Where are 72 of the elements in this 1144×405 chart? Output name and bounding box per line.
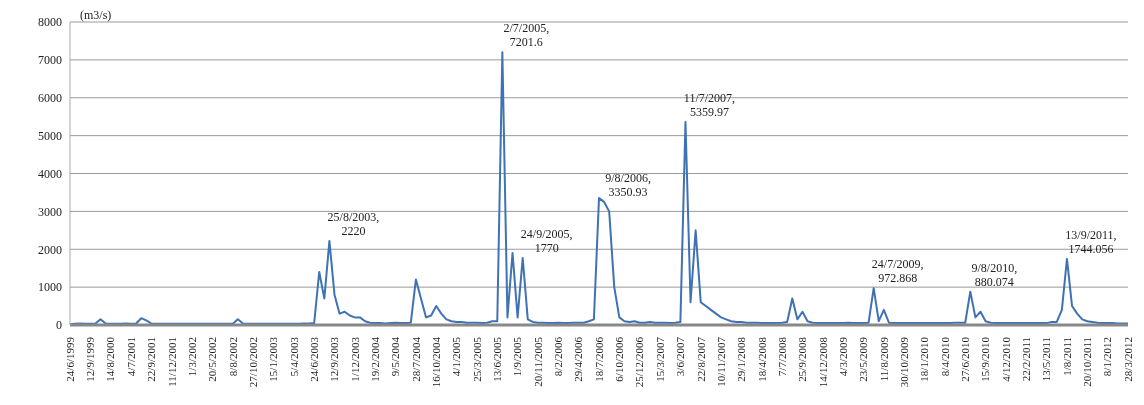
y-tick-label: 1000 <box>38 280 62 295</box>
y-tick-label: 2000 <box>38 242 62 257</box>
x-tick-label: 22/9/2001 <box>145 337 158 382</box>
x-tick-label: 10/11/2007 <box>714 336 727 387</box>
x-tick-label: 18/1/2010 <box>918 336 931 382</box>
x-tick-label: 29/4/2006 <box>572 336 585 382</box>
x-tick-label: 23/5/2009 <box>857 336 870 382</box>
data-label: 9/8/2010, 880.074 <box>971 260 1018 289</box>
y-tick-label: 8000 <box>38 15 62 30</box>
x-tick-label: 30/10/2009 <box>898 336 910 388</box>
x-tick-label: 11/12/2001 <box>165 337 178 387</box>
x-tick-label: 24/6/2003 <box>307 336 320 382</box>
x-tick-label: 25/9/2008 <box>796 336 809 382</box>
x-tick-label: 27/10/2002 <box>246 337 259 388</box>
x-tick-label: 20/10/2011 <box>1081 337 1094 387</box>
x-tick-label: 18/7/2006 <box>592 336 605 382</box>
data-label: 2/7/2005, 7201.6 <box>503 21 550 50</box>
x-tick-label: 18/4/2008 <box>755 336 768 382</box>
x-tick-label: 8/8/2002 <box>226 337 239 377</box>
x-tick-label: 11/8/2009 <box>877 336 890 382</box>
y-tick-label: 3000 <box>38 204 62 219</box>
x-tick-label: 13/6/2005 <box>491 336 504 382</box>
x-tick-label: 25/3/2005 <box>470 336 483 382</box>
x-tick-label: 15/9/2010 <box>979 336 992 382</box>
x-tick-label: 12/9/2003 <box>328 336 341 382</box>
x-tick-label: 1/12/2003 <box>348 336 361 382</box>
x-tick-label: 8/1/2012 <box>1101 337 1114 377</box>
data-label: 13/9/2011, 1744.056 <box>1065 227 1117 256</box>
x-tick-label: 4/3/2009 <box>836 336 849 377</box>
x-tick-label: 22/8/2007 <box>694 336 707 382</box>
x-tick-label: 22/2/2011 <box>1020 337 1033 382</box>
y-tick-label: 0 <box>56 318 62 333</box>
x-tick-label: 15/3/2007 <box>653 336 666 382</box>
x-tick-label: 7/7/2008 <box>775 336 788 377</box>
x-tick-label: 6/10/2006 <box>613 336 626 382</box>
y-tick-label: 7000 <box>38 53 62 68</box>
x-tick-label: 25/12/2006 <box>633 336 646 388</box>
x-tick-label: 27/6/2010 <box>959 336 972 382</box>
x-tick-label: 28/3/2012 <box>1121 337 1134 382</box>
x-tick-label: 20/5/2002 <box>206 337 219 382</box>
x-tick-label: 28/7/2004 <box>409 336 422 382</box>
data-label: 11/7/2007, 5359.97 <box>683 90 736 119</box>
x-tick-label: 15/1/2003 <box>267 336 280 382</box>
x-tick-label: 8/2/2006 <box>552 336 565 377</box>
x-tick-label: 4/1/2005 <box>450 336 463 377</box>
x-tick-label: 20/11/2005 <box>531 336 544 387</box>
data-label: 25/8/2003, 2220 <box>327 209 380 238</box>
x-tick-label: 29/1/2008 <box>735 336 748 382</box>
x-tick-label: 1/8/2011 <box>1060 337 1073 376</box>
y-tick-label: 4000 <box>38 166 62 181</box>
x-tick-label: 5/4/2003 <box>287 336 300 377</box>
y-tick-label: 6000 <box>38 91 62 106</box>
x-tick-label: 13/5/2011 <box>1040 337 1053 382</box>
x-tick-label: 14/8/2000 <box>104 336 117 382</box>
x-tick-label: 9/5/2004 <box>389 336 402 377</box>
x-tick-label: 12/9/1999 <box>84 336 97 382</box>
x-tick-label: 1/3/2002 <box>185 337 198 377</box>
data-label: 9/8/2006, 3350.93 <box>605 170 651 199</box>
x-tick-label: 3/6/2007 <box>674 336 687 377</box>
y-axis-title: (m3/s) <box>80 8 112 23</box>
y-tick-label: 5000 <box>38 128 62 143</box>
x-tick-label: 8/4/2010 <box>938 336 951 377</box>
x-tick-label: 4/7/2001 <box>124 337 137 377</box>
data-label: 24/9/2005, 1770 <box>520 226 573 255</box>
x-tick-label: 19/2/2004 <box>369 336 381 382</box>
x-tick-label: 14/12/2008 <box>816 336 829 388</box>
x-tick-label: 1/9/2005 <box>511 336 524 377</box>
x-tick-label: 24/6/1999 <box>63 336 76 382</box>
line-series <box>69 51 1129 325</box>
x-tick-label: 16/10/2004 <box>430 336 443 388</box>
data-label: 24/7/2009, 972.868 <box>871 257 924 286</box>
x-tick-label: 4/12/2010 <box>999 336 1012 382</box>
